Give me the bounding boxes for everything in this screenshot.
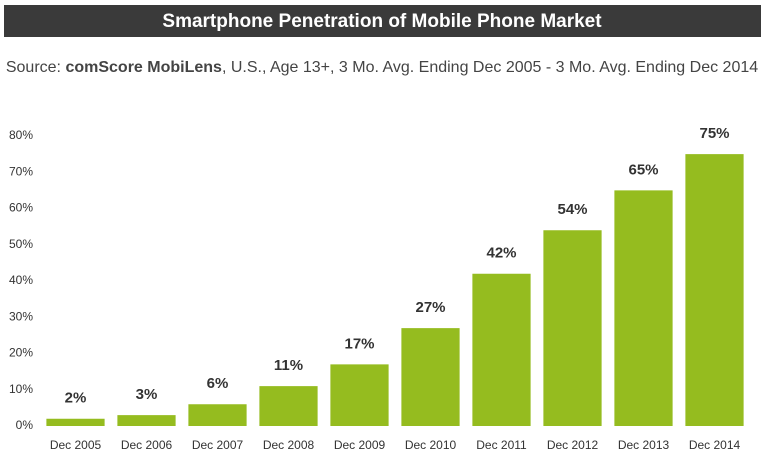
y-tick-label: 20% (9, 346, 33, 360)
y-tick-label: 10% (9, 382, 33, 396)
value-label: 3% (136, 386, 158, 403)
bar (614, 190, 673, 426)
y-tick-label: 40% (9, 273, 33, 287)
chart-title: Smartphone Penetration of Mobile Phone M… (162, 11, 602, 32)
value-label: 27% (415, 299, 445, 316)
bar (401, 328, 460, 426)
bar (543, 230, 602, 426)
value-label: 65% (628, 161, 658, 178)
subtitle-part: Source: (6, 59, 61, 76)
bar (259, 386, 318, 426)
x-tick-label: Dec 2005 (50, 438, 102, 452)
value-label: 42% (486, 245, 516, 262)
x-tick-label: Dec 2010 (405, 438, 457, 452)
x-tick-label: Dec 2013 (618, 438, 670, 452)
y-tick-label: 80% (9, 128, 33, 142)
x-tick-label: Dec 2011 (476, 438, 527, 452)
x-tick-label: Dec 2007 (192, 438, 244, 452)
bar (685, 154, 744, 426)
value-label: 2% (65, 390, 87, 407)
bar (330, 364, 389, 426)
y-tick-label: 0% (16, 418, 34, 432)
y-tick-label: 70% (9, 164, 33, 178)
x-tick-label: Dec 2008 (263, 438, 315, 452)
y-tick-label: 60% (9, 201, 33, 215)
value-label: 75% (699, 125, 729, 142)
bar (117, 415, 176, 426)
value-label: 17% (344, 335, 374, 352)
bar (188, 404, 247, 426)
x-tick-label: Dec 2012 (547, 438, 599, 452)
x-tick-label: Dec 2006 (121, 438, 173, 452)
title-bar (4, 5, 761, 37)
y-tick-label: 50% (9, 237, 33, 251)
subtitle-part: , U.S., Age 13+, 3 Mo. Avg. Ending Dec 2… (222, 59, 758, 76)
chart-subtitle: Source: comScore MobiLens, U.S., Age 13+… (6, 59, 758, 76)
bar (46, 418, 105, 426)
bar (472, 273, 531, 426)
x-tick-label: Dec 2009 (334, 438, 386, 452)
value-label: 11% (274, 357, 303, 374)
subtitle-part: comScore MobiLens (65, 59, 222, 76)
x-tick-label: Dec 2014 (689, 438, 741, 452)
y-tick-label: 30% (9, 309, 33, 323)
value-label: 6% (207, 375, 229, 392)
value-label: 54% (557, 201, 587, 218)
